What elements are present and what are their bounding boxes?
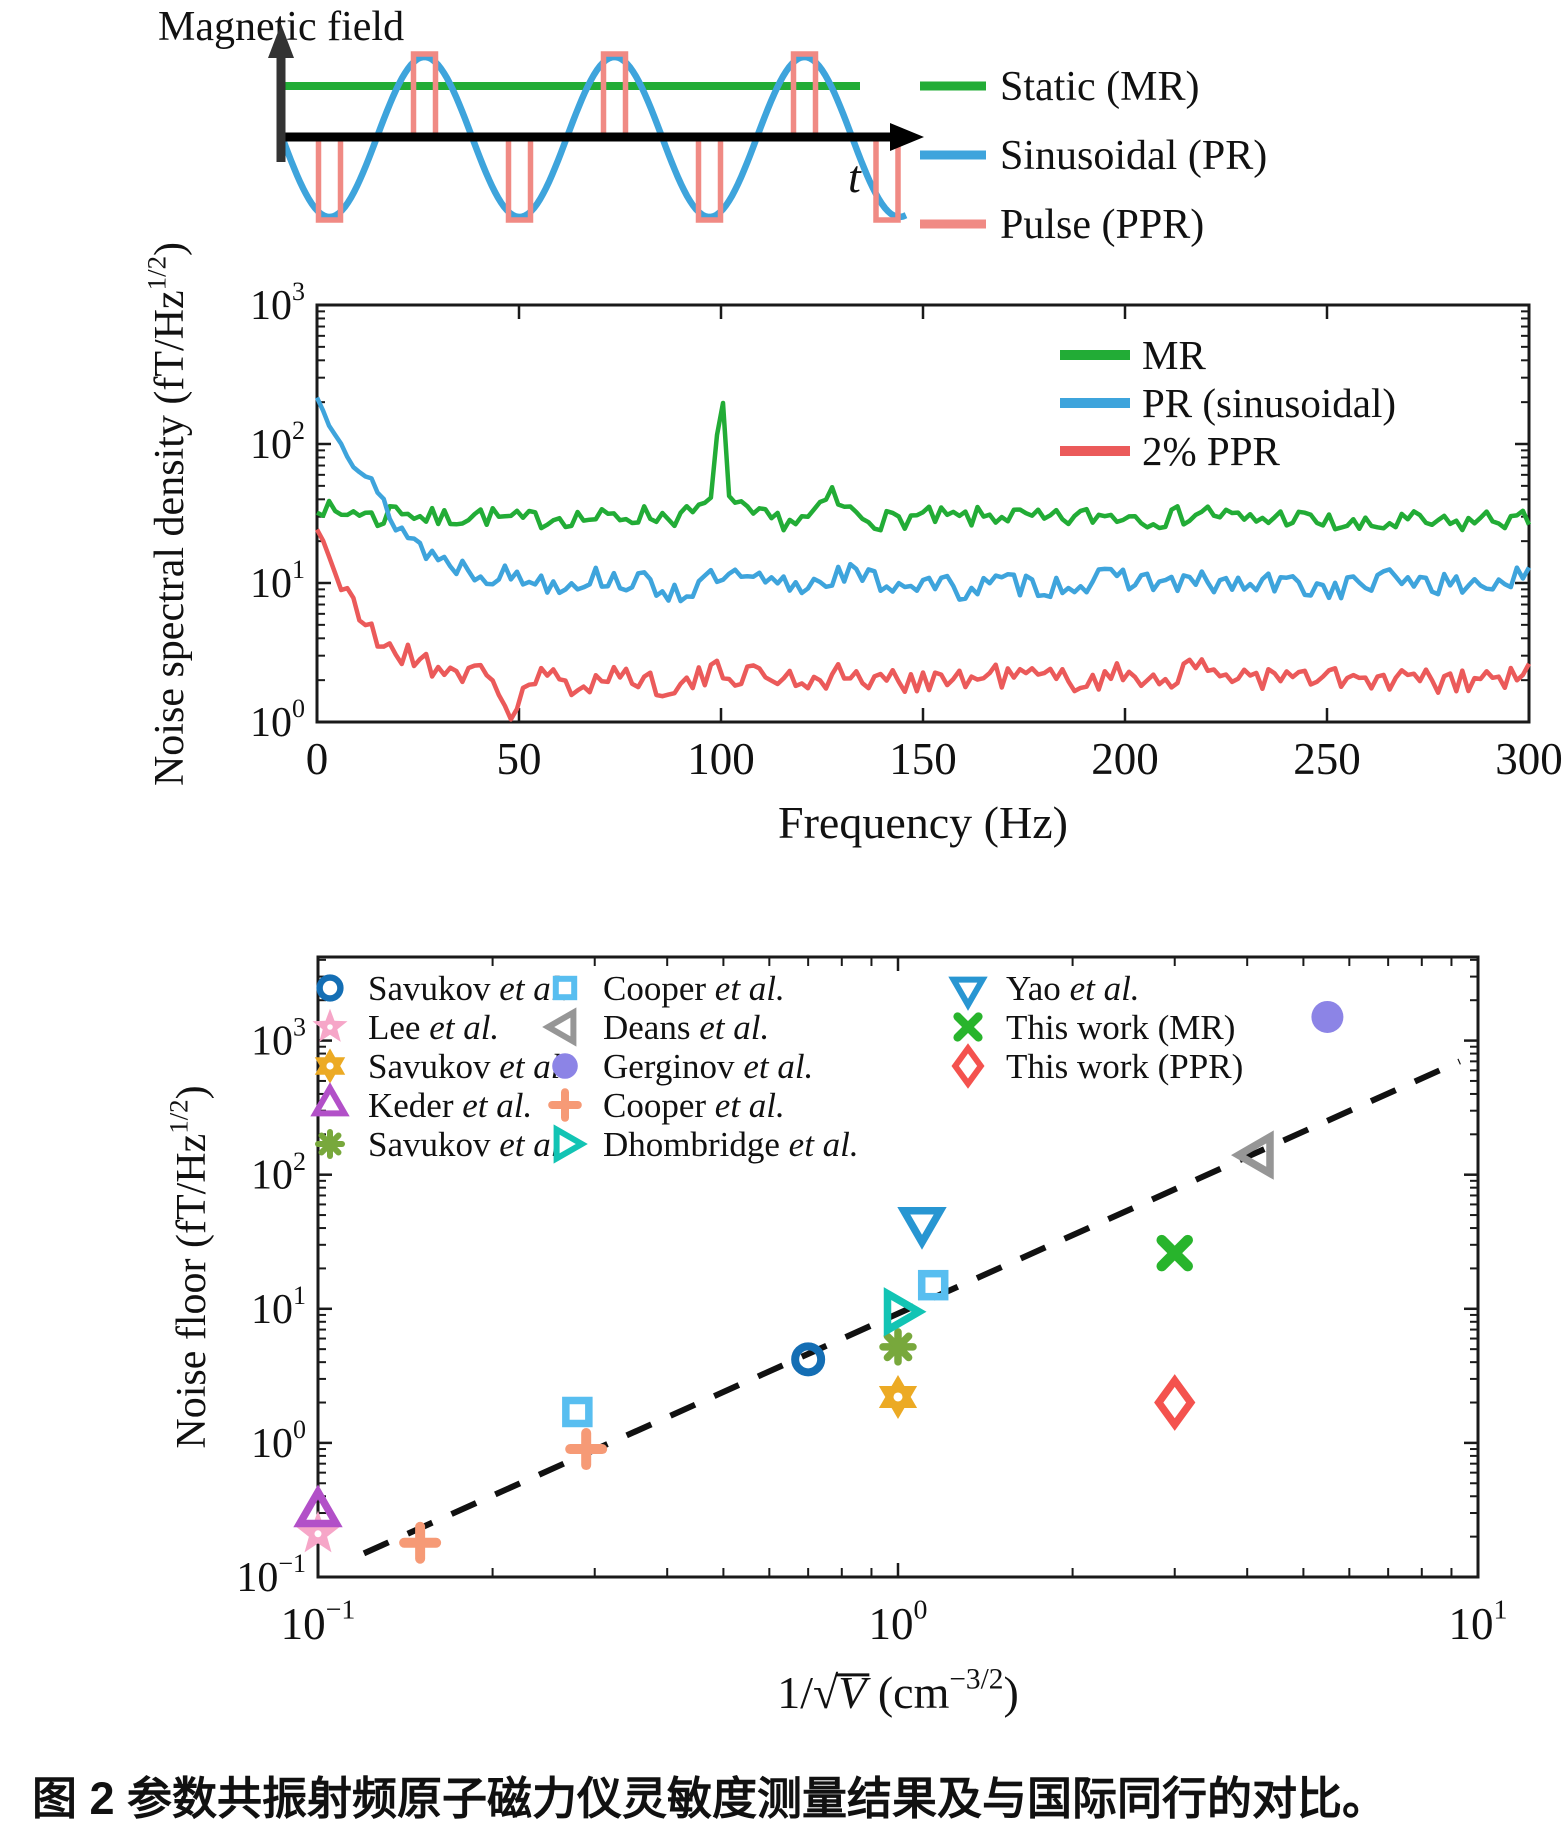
data-point-savukov-et-al- (791, 1342, 826, 1377)
data-point-keder-et-al- (293, 1484, 343, 1528)
data-point-deans-et-al- (1231, 1130, 1274, 1180)
nsd-y-tick-label: 101 (250, 555, 305, 607)
scatter-legend-label: Keder et al. (368, 1086, 532, 1125)
scatter-legend-label: Savukov et al. (368, 1125, 569, 1164)
noise-floor-scatter-plot: 10−1 100 101 10−1 100 101 102 103 Savukov et al.… (163, 955, 1508, 1718)
scatter-legend-label: Gerginov et al. (603, 1047, 813, 1086)
data-point-cooper-et-al- (562, 1396, 593, 1428)
scatter-legend-marker (552, 975, 578, 1001)
data-point-lee-et-al- (296, 1510, 340, 1553)
nsd-y-tick-label: 102 (250, 416, 305, 468)
scatter-y-tick-label: 100 (251, 1415, 306, 1467)
time-axis-arrow (890, 123, 924, 151)
nsd-x-tick-label: 250 (1293, 734, 1361, 784)
scatter-legend-label: Dhombridge et al. (603, 1125, 859, 1164)
nsd-y-tick-label: 103 (250, 277, 305, 329)
scatter-y-tick-label: 101 (251, 1281, 306, 1333)
scatter-legend-label: This work (MR) (1006, 1008, 1235, 1047)
nsd-x-tick-label: 50 (497, 734, 542, 784)
scatter-legend-label: Cooper et al. (603, 1086, 785, 1125)
scatter-legend-label: Deans et al. (603, 1008, 769, 1047)
data-point-gerginov-et-al- (1311, 1000, 1344, 1033)
figure-canvas: Magnetic field t Static (MR)Sinusoidal (… (141, 4, 1562, 1718)
nsd-x-tick-label: 0 (306, 734, 329, 784)
pulse-up (410, 51, 439, 137)
data-point-dhombridge-et-al- (883, 1287, 927, 1337)
scatter-y-tick-label: 102 (251, 1147, 306, 1199)
scatter-legend-marker (315, 1129, 345, 1159)
data-point-this-work-mr- (1156, 1234, 1193, 1272)
scatter-legend-label: Cooper et al. (603, 969, 785, 1008)
data-point-cooper-et-al- (565, 1428, 608, 1471)
scatter-legend-marker (312, 1008, 348, 1042)
schematic-legend-label: Pulse (PPR) (1000, 202, 1204, 248)
nsd-xlabel: Frequency (Hz) (778, 797, 1068, 848)
schematic-legend-label: Sinusoidal (PR) (1000, 133, 1267, 179)
schematic-time-label: t (848, 151, 862, 202)
data-point-savukov-et-al- (878, 1375, 918, 1419)
nsd-x-tick-label: 150 (889, 734, 957, 784)
pulse-down (873, 137, 901, 223)
scatter-legend-marker (314, 1048, 346, 1084)
pulse-up (600, 51, 629, 137)
schematic-legend-label: Static (MR) (1000, 64, 1199, 110)
scatter-x-tick-label: 10−1 (281, 1595, 356, 1649)
data-point-yao-et-al- (897, 1206, 947, 1250)
nsd-trace-pr-sinusoidal- (314, 396, 1531, 604)
nsd-trace-mr (315, 400, 1532, 533)
figure-caption: 图 2 参数共振射频原子磁力仪灵敏度测量结果及与国际同行的对比。 (32, 1773, 1388, 1824)
schematic-drawing: Static (MR) Sinusoidal (PR) Pulse (PPR) (268, 24, 1267, 248)
scatter-legend-marker (953, 1012, 983, 1042)
data-point-this-work-ppr- (1154, 1374, 1196, 1431)
scatter-legend-label: Yao et al. (1006, 969, 1140, 1008)
scatter-legend-label: Savukov et al. (368, 969, 569, 1008)
data-point-cooper-et-al- (917, 1269, 949, 1301)
scatter-legend-label: Savukov et al. (368, 1047, 569, 1086)
field-axis-arrow (268, 24, 294, 58)
scatter-legend-marker (548, 1088, 582, 1122)
scatter-x-tick-label: 101 (1449, 1595, 1508, 1649)
nsd-legend-label: MR (1142, 332, 1206, 378)
scatter-ylabel: Noise floor (fT/Hz1/2) (163, 1085, 215, 1448)
sinusoidal-field-wave (278, 53, 908, 221)
nsd-y-tick-label: 100 (250, 694, 305, 746)
pulse-down (505, 137, 534, 223)
data-point-cooper-et-al- (399, 1521, 442, 1564)
pulse-down (695, 137, 724, 223)
scatter-legend-marker (542, 1007, 577, 1047)
nsd-ylabel: Noise spectral density (fT/Hz1/2) (141, 242, 193, 786)
scatter-x-tick-label: 100 (869, 1595, 928, 1649)
scatter-y-tick-label: 10−1 (236, 1549, 306, 1601)
scatter-y-tick-label: 103 (251, 1013, 306, 1065)
pulse-down (315, 137, 344, 223)
nsd-trace-2-ppr (315, 528, 1531, 722)
nsd-x-tick-label: 300 (1495, 734, 1563, 784)
nsd-legend-label: 2% PPR (1142, 428, 1281, 474)
data-point-savukov-et-al- (879, 1328, 917, 1366)
scatter-legend-marker (948, 976, 988, 1011)
nsd-x-tick-label: 200 (1091, 734, 1159, 784)
scatter-xlabel: 1/√V (cm−3/2) (777, 1664, 1019, 1718)
scatter-legend-marker (316, 974, 344, 1002)
scatter-legend-marker (553, 1124, 588, 1164)
nsd-legend-label: PR (sinusoidal) (1142, 380, 1396, 426)
pulse-up (790, 51, 819, 137)
scatter-legend-marker (310, 1082, 350, 1117)
scatter-legend-label: This work (PPR) (1006, 1047, 1243, 1086)
nsd-x-tick-label: 100 (687, 734, 755, 784)
scatter-legend-marker (552, 1053, 578, 1079)
scatter-legend-marker (951, 1043, 985, 1089)
scatter-legend-label: Lee et al. (368, 1008, 499, 1047)
